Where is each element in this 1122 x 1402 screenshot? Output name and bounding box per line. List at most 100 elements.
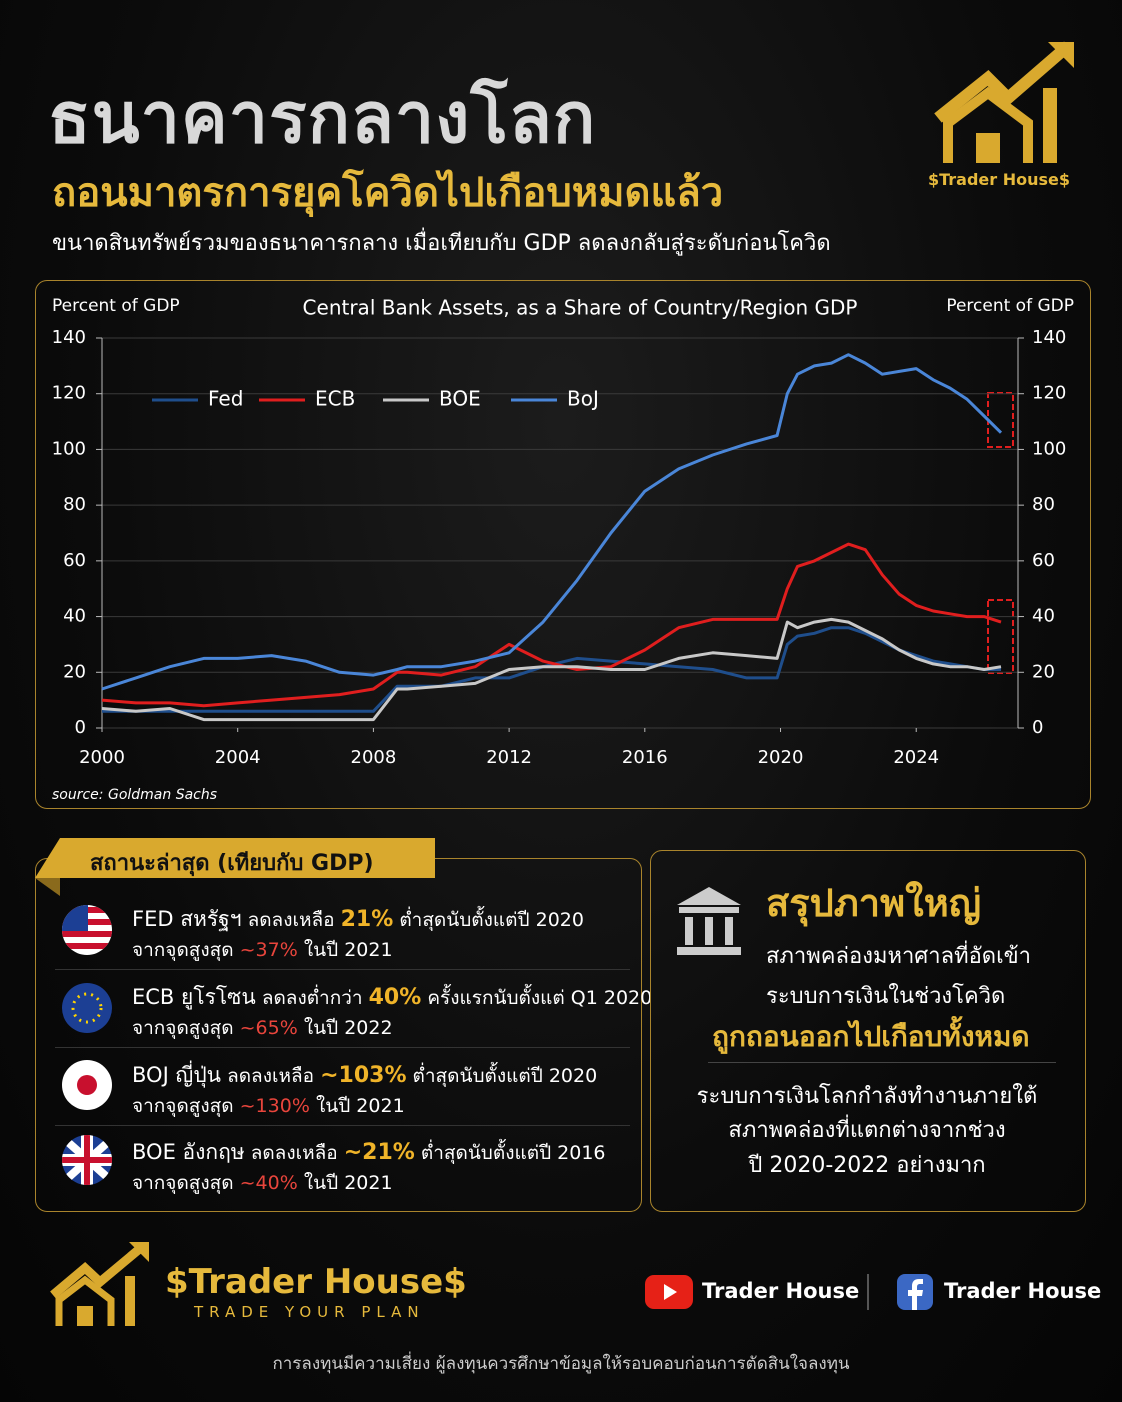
status-value: ~103%: [320, 1063, 407, 1088]
series-line: [102, 626, 1001, 713]
y-tick-label: 20: [63, 661, 86, 682]
y2-tick-label: 120: [1032, 383, 1066, 404]
legend-label: BoJ: [567, 387, 599, 411]
status-note: ต่ำสุดนับตั้งแต่ปี 2020: [399, 909, 584, 931]
flags: [62, 905, 112, 1185]
highlight-box: [987, 599, 1014, 674]
series-line: [101, 353, 1003, 691]
status-note: ต่ำสุดนับตั้งแต่ปี 2016: [420, 1142, 606, 1164]
footer-tagline: TRADE YOUR PLAN: [194, 1303, 425, 1321]
summary-detail: สภาพคล่องที่แตกต่างจากช่วง: [728, 1118, 1006, 1143]
subtitle: ถอนมาตรการยุคโควิดไปเกือบหมดแล้ว: [52, 170, 724, 216]
y2-tick-label: 100: [1032, 438, 1066, 459]
peak-prefix: จากจุดสูงสุด: [132, 1017, 234, 1039]
summary-highlight: ถูกถอนออกไปเกือบทั้งหมด: [712, 1020, 1030, 1053]
youtube-icon: [645, 1275, 693, 1309]
bank-name: BOE อังกฤษ: [132, 1140, 245, 1164]
x-tick-label: 2016: [622, 747, 668, 768]
status-tab: [35, 838, 435, 896]
status-line: FED สหรัฐฯ ลดลงเหลือ 21% ต่ำสุดนับตั้งแต…: [132, 903, 584, 936]
x-tick-label: 2008: [351, 747, 397, 768]
summary-detail: ปี 2020-2022 อย่างมาก: [748, 1153, 986, 1178]
y2-tick-label: 20: [1032, 661, 1055, 682]
series-line: [101, 617, 1002, 722]
bank-icon: [677, 887, 741, 955]
y-tick-label: 140: [52, 327, 86, 348]
status-value: 21%: [340, 907, 394, 932]
peak-year: ในปี 2021: [303, 1172, 393, 1194]
summary-line: ระบบการเงินในช่วงโควิด: [766, 984, 1006, 1009]
y2-axis-label: Percent of GDP: [946, 296, 1074, 316]
legend-label: BOE: [439, 387, 481, 411]
peak-line: จากจุดสูงสุด ~37% ในปี 2021: [132, 935, 393, 965]
summary-panel: [650, 850, 1086, 1212]
x-tick-label: 2020: [758, 747, 804, 768]
y-tick-label: 60: [63, 550, 86, 571]
legend-label: Fed: [208, 387, 243, 411]
chart: Central Bank Assets, as a Share of Count…: [52, 296, 1074, 804]
status-text: ลดลงต่ำกว่า: [261, 987, 363, 1009]
peak-prefix: จากจุดสูงสุด: [132, 1172, 234, 1194]
source: source: Goldman Sachs: [52, 787, 217, 803]
chart-frame: [35, 280, 1091, 809]
divider: [708, 1062, 1056, 1063]
status-text: ลดลงเหลือ: [247, 909, 335, 931]
peak-year: ในปี 2021: [315, 1095, 405, 1117]
y-tick-label: 100: [52, 438, 86, 459]
separator: [55, 1047, 630, 1048]
summary-detail: ระบบการเงินโลกกำลังทำงานภายใต้: [696, 1084, 1038, 1109]
bank-name: FED สหรัฐฯ: [132, 907, 242, 931]
peak-line: จากจุดสูงสุด ~65% ในปี 2022: [132, 1013, 393, 1043]
y-tick-label: 80: [63, 494, 86, 515]
status-note: ต่ำสุดนับตั้งแต่ปี 2020: [412, 1065, 598, 1087]
separator: [55, 969, 630, 970]
x-tick-label: 2000: [79, 747, 125, 768]
logo-icon: [934, 41, 1074, 163]
status-line: BOE อังกฤษ ลดลงเหลือ ~21% ต่ำสุดนับตั้งแ…: [132, 1136, 606, 1169]
logo-text: $Trader House$: [928, 170, 1071, 189]
youtube-name[interactable]: Trader House: [702, 1279, 860, 1303]
status-text: ลดลงเหลือ: [250, 1142, 338, 1164]
footer-brand: $Trader House$: [165, 1262, 467, 1302]
title: ธนาคารกลางโลก: [48, 77, 597, 159]
peak-line: จากจุดสูงสุด ~130% ในปี 2021: [132, 1091, 405, 1121]
facebook-icon: [897, 1274, 933, 1310]
peak-value: ~37%: [239, 939, 298, 961]
x-tick-label: 2024: [893, 747, 939, 768]
peak-prefix: จากจุดสูงสุด: [132, 1095, 234, 1117]
y2-tick-label: 40: [1032, 606, 1055, 627]
separator: [55, 1125, 630, 1126]
x-tick-label: 2012: [486, 747, 532, 768]
y-tick-label: 0: [75, 717, 86, 738]
peak-year: ในปี 2022: [303, 1017, 393, 1039]
chart-title: Central Bank Assets, as a Share of Count…: [303, 296, 858, 320]
peak-line: จากจุดสูงสุด ~40% ในปี 2021: [132, 1168, 393, 1198]
status-line: BOJ ญี่ปุ่น ลดลงเหลือ ~103% ต่ำสุดนับตั้…: [132, 1059, 597, 1092]
peak-year: ในปี 2021: [303, 939, 393, 961]
summary-line: สภาพคล่องมหาศาลที่อัดเข้า: [766, 944, 1032, 969]
legend-label: ECB: [315, 387, 355, 411]
status-title: สถานะล่าสุด (เทียบกับ GDP): [90, 851, 374, 876]
y-tick-label: 120: [52, 383, 86, 404]
y-axis-label: Percent of GDP: [52, 296, 180, 316]
y2-tick-label: 80: [1032, 494, 1055, 515]
footer-logo: [50, 1242, 149, 1326]
peak-value: ~130%: [239, 1095, 310, 1117]
bank-name: BOJ ญี่ปุ่น: [132, 1063, 222, 1087]
status-value: 40%: [368, 985, 422, 1010]
bank-name: ECB ยูโรโซน: [132, 985, 256, 1009]
x-tick-label: 2004: [215, 747, 261, 768]
peak-value: ~40%: [239, 1172, 298, 1194]
status-note: ครั้งแรกนับตั้งแต่ Q1 2020: [427, 987, 653, 1009]
y2-tick-label: 0: [1032, 717, 1043, 738]
series-line: [101, 542, 1002, 708]
status-value: ~21%: [343, 1140, 415, 1165]
divider: [867, 1274, 869, 1310]
y-tick-label: 40: [63, 606, 86, 627]
status-text: ลดลงเหลือ: [227, 1065, 315, 1087]
highlight-box: [987, 392, 1014, 448]
facebook-name[interactable]: Trader House: [944, 1279, 1102, 1303]
disclaimer: การลงทุนมีความเสี่ยง ผู้ลงทุนควรศึกษาข้อ…: [272, 1354, 850, 1374]
status-line: ECB ยูโรโซน ลดลงต่ำกว่า 40% ครั้งแรกนับต…: [132, 981, 652, 1014]
